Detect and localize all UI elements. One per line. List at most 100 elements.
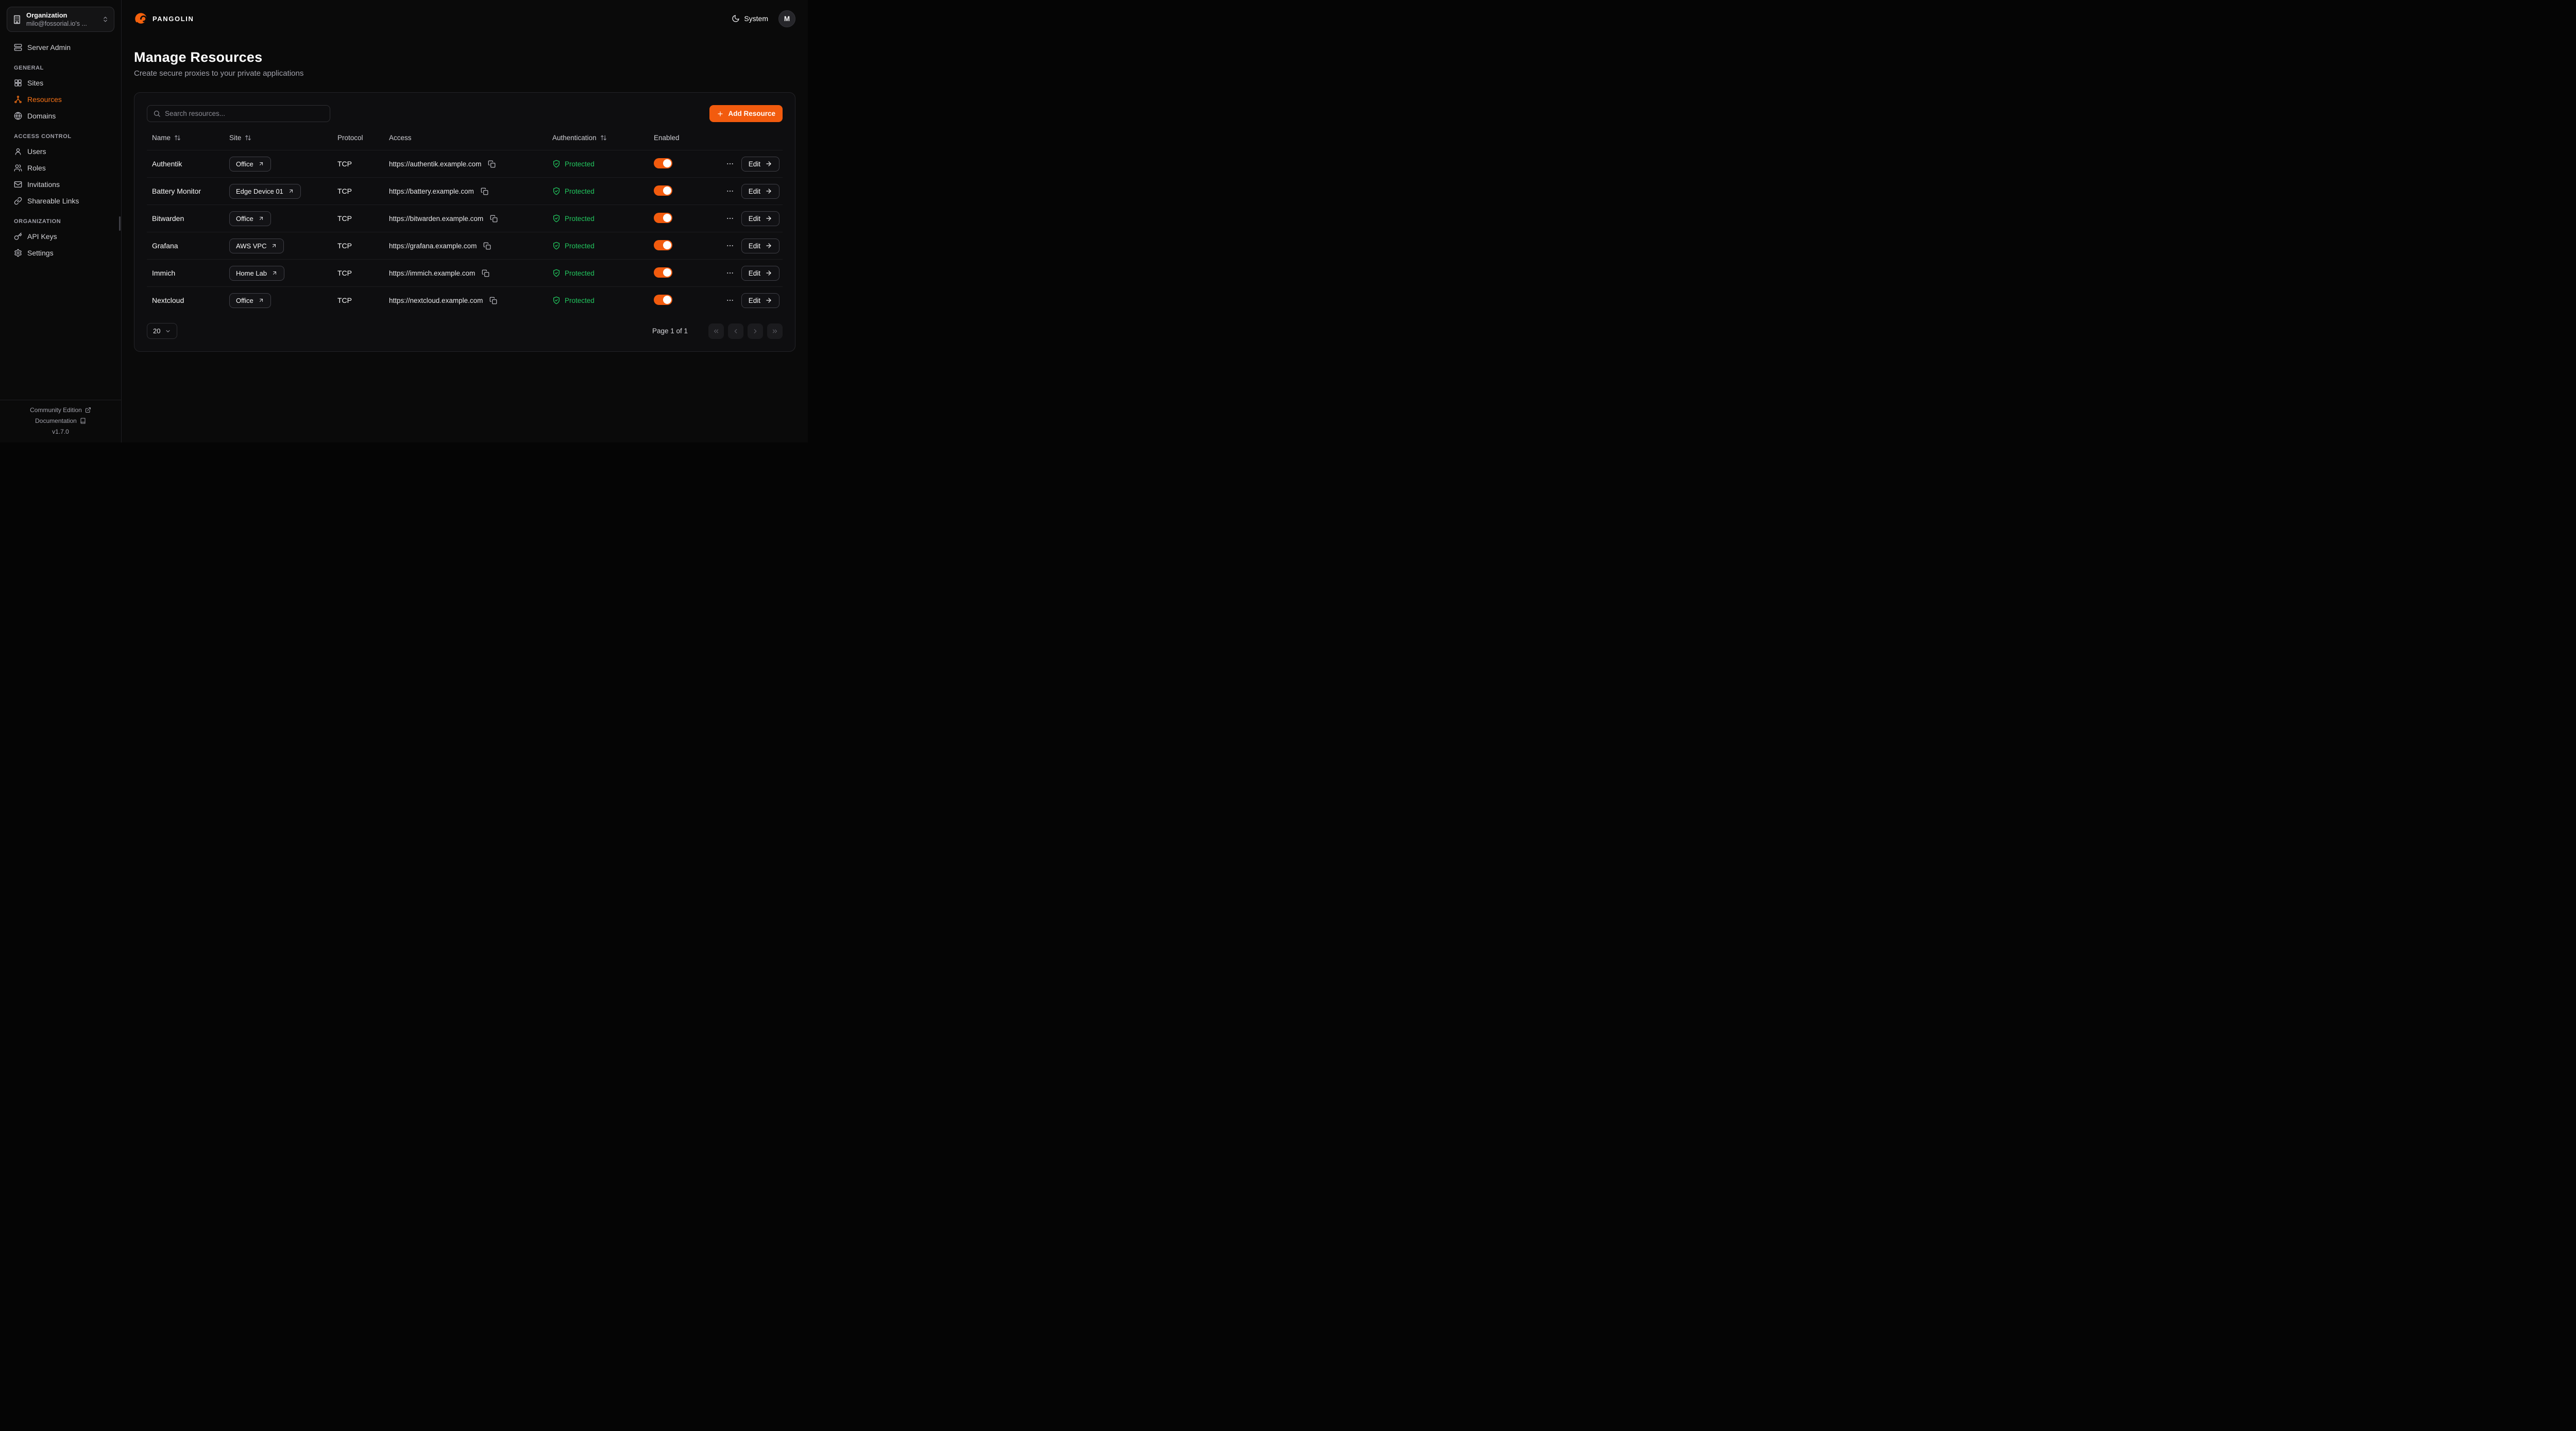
ellipsis-icon [726, 296, 734, 304]
sidebar-item-shareable-links[interactable]: Shareable Links [7, 193, 114, 209]
sidebar-scrollbar[interactable] [119, 216, 121, 231]
last-page-button[interactable] [767, 323, 783, 339]
resource-protocol: TCP [337, 296, 352, 304]
arrow-right-icon [765, 215, 772, 222]
edit-button[interactable]: Edit [741, 156, 779, 172]
table-row: Grafana AWS VPC TCP https://grafana.exam… [147, 232, 783, 259]
row-menu-button[interactable] [725, 241, 735, 251]
sidebar-item-users[interactable]: Users [7, 143, 114, 160]
sidebar-item-sites[interactable]: Sites [7, 75, 114, 91]
column-header-authentication[interactable]: Authentication [547, 134, 649, 142]
site-link[interactable]: Office [229, 156, 271, 172]
resource-name: Battery Monitor [152, 187, 201, 195]
site-link[interactable]: Office [229, 211, 271, 226]
community-edition-link[interactable]: Community Edition [30, 406, 91, 414]
enabled-toggle[interactable] [654, 212, 672, 223]
page-title: Manage Resources [134, 49, 263, 65]
brand-name: PANGOLIN [152, 14, 194, 23]
table-row: Nextcloud Office TCP https://nextcloud.e… [147, 286, 783, 314]
auth-status-badge: Protected [565, 296, 595, 304]
resource-protocol: TCP [337, 242, 352, 250]
sidebar-item-api-keys[interactable]: API Keys [7, 228, 114, 245]
row-menu-button[interactable] [725, 159, 735, 169]
sidebar-item-label: Domains [27, 112, 56, 120]
resource-protocol: TCP [337, 269, 352, 277]
sidebar-item-server-admin[interactable]: Server Admin [7, 39, 114, 56]
previous-page-button[interactable] [728, 323, 743, 339]
copy-icon [490, 215, 498, 223]
edit-button[interactable]: Edit [741, 238, 779, 253]
first-page-button[interactable] [708, 323, 724, 339]
row-menu-button[interactable] [725, 268, 735, 278]
enabled-toggle[interactable] [654, 158, 672, 168]
ellipsis-icon [726, 187, 734, 195]
search-input[interactable] [165, 110, 324, 117]
site-link[interactable]: Edge Device 01 [229, 183, 301, 199]
sidebar-item-invitations[interactable]: Invitations [7, 176, 114, 193]
edit-button[interactable]: Edit [741, 293, 779, 308]
pagination: Page 1 of 1 [652, 323, 783, 339]
enabled-toggle[interactable] [654, 240, 672, 250]
page-subtitle: Create secure proxies to your private ap… [134, 69, 304, 78]
copy-icon [489, 297, 497, 304]
arrow-right-icon [765, 160, 772, 167]
enabled-toggle[interactable] [654, 294, 672, 305]
add-resource-button[interactable]: Add Resource [709, 105, 783, 122]
column-header-site[interactable]: Site [224, 134, 332, 142]
sidebar-item-domains[interactable]: Domains [7, 108, 114, 124]
org-picker[interactable]: Organization milo@fossorial.io's ... [7, 7, 114, 32]
edit-button[interactable]: Edit [741, 265, 779, 281]
sidebar-item-settings[interactable]: Settings [7, 245, 114, 261]
sidebar-item-resources[interactable]: Resources [7, 91, 114, 108]
arrow-up-right-icon [258, 215, 264, 222]
sidebar-footer: Community Edition Documentation v1.7.0 [0, 400, 121, 442]
key-icon [14, 232, 22, 241]
enabled-toggle[interactable] [654, 267, 672, 278]
copy-url-button[interactable] [489, 214, 499, 224]
copy-url-button[interactable] [487, 159, 497, 169]
avatar[interactable]: M [778, 10, 795, 27]
copy-url-button[interactable] [482, 241, 492, 251]
arrow-right-icon [765, 242, 772, 249]
edit-button[interactable]: Edit [741, 183, 779, 199]
resource-protocol: TCP [337, 187, 352, 195]
site-name: Office [236, 214, 253, 223]
site-link[interactable]: Home Lab [229, 265, 284, 281]
resource-name: Authentik [152, 160, 182, 168]
sidebar-item-label: Settings [27, 249, 54, 257]
resource-url: https://immich.example.com [389, 269, 476, 277]
column-header-name[interactable]: Name [147, 134, 224, 142]
auth-status-badge: Protected [565, 242, 595, 250]
enabled-toggle[interactable] [654, 185, 672, 196]
resources-card: Add Resource Name Site Protocol [134, 92, 795, 352]
site-name: AWS VPC [236, 242, 267, 250]
auth-status-badge: Protected [565, 160, 595, 168]
row-menu-button[interactable] [725, 295, 735, 305]
edit-label: Edit [748, 160, 760, 168]
sidebar-item-label: Resources [27, 95, 62, 104]
edit-button[interactable]: Edit [741, 211, 779, 226]
theme-toggle[interactable]: System [732, 14, 768, 23]
toggle-knob [663, 268, 671, 277]
copy-url-button[interactable] [480, 186, 489, 196]
edit-label: Edit [748, 187, 760, 195]
theme-label: System [744, 14, 768, 23]
page-size-select[interactable]: 20 [147, 323, 178, 339]
server-icon [14, 43, 22, 52]
auth-status-badge: Protected [565, 214, 595, 223]
copy-url-button[interactable] [481, 268, 490, 278]
users-icon [14, 164, 22, 172]
documentation-link[interactable]: Documentation [35, 417, 86, 424]
sidebar-item-label: Sites [27, 79, 44, 87]
next-page-button[interactable] [748, 323, 763, 339]
row-menu-button[interactable] [725, 186, 735, 196]
site-link[interactable]: Office [229, 293, 271, 308]
user-icon [14, 147, 22, 156]
community-edition-label: Community Edition [30, 406, 82, 414]
copy-url-button[interactable] [488, 296, 498, 305]
sidebar-item-roles[interactable]: Roles [7, 160, 114, 176]
card-toolbar: Add Resource [147, 105, 783, 122]
site-link[interactable]: AWS VPC [229, 238, 284, 253]
shield-check-icon [552, 187, 561, 195]
row-menu-button[interactable] [725, 213, 735, 224]
